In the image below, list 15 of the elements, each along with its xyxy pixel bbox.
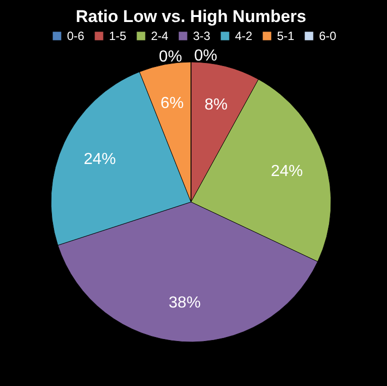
legend-label: 3-3 [193,29,211,43]
data-label: 38% [168,294,201,312]
data-label: 24% [270,162,303,180]
legend-label: 0-6 [67,29,85,43]
text: 0% [194,48,218,65]
data-label: 8% [204,96,228,114]
legend-label: 5-1 [277,29,295,43]
legend-label: 2-4 [151,29,169,43]
data-label: 6% [160,94,184,112]
data-label: 24% [84,151,116,168]
text: 0% [158,48,182,66]
chart-title: Ratio Low vs. High Numbers [76,7,306,26]
legend-label: 6-0 [319,29,337,43]
legend-label: 4-2 [235,29,253,43]
legend-label: 1-5 [109,29,127,43]
